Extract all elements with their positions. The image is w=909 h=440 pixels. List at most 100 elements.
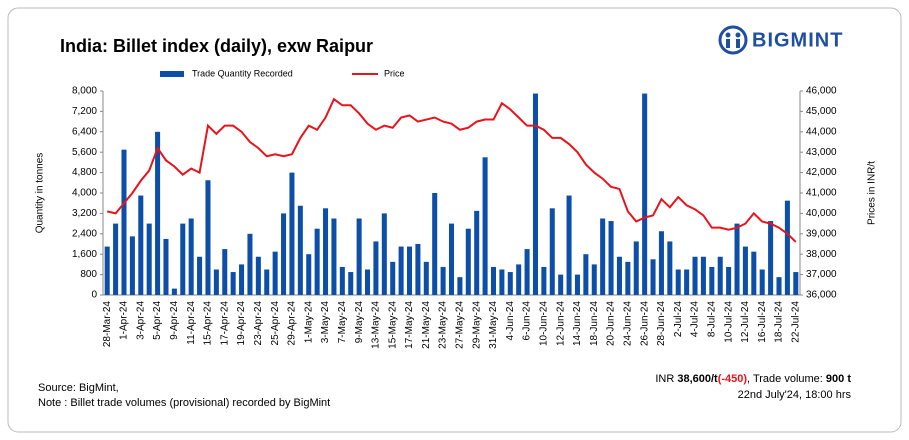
y2-tick-label: 36,000: [806, 290, 837, 301]
x-tick-label: 15-May-24: [387, 301, 398, 349]
bar: [457, 277, 463, 295]
bar: [776, 277, 782, 295]
y2-tick-label: 44,000: [806, 126, 837, 137]
x-tick-label: 20-Jun-24: [606, 301, 617, 346]
volume: 900 t: [825, 373, 851, 385]
bar: [541, 266, 547, 295]
bar: [314, 228, 320, 295]
x-tick-label: 18-Jun-24: [589, 301, 600, 346]
bar: [390, 261, 396, 295]
bar: [339, 266, 345, 295]
bar: [264, 269, 270, 295]
bar: [482, 157, 488, 295]
bar: [163, 238, 169, 295]
bar: [600, 218, 606, 295]
x-tick-label: 31-May-24: [488, 301, 499, 349]
bar: [155, 131, 161, 295]
bar: [213, 269, 219, 295]
y2-tick-label: 43,000: [806, 147, 837, 158]
x-tick-label: 3-Apr-24: [135, 301, 146, 340]
x-tick-label: 9-May-24: [354, 301, 365, 344]
y2-tick-label: 40,000: [806, 208, 837, 219]
y-tick-label: 4,000: [72, 188, 97, 199]
price: 38,600/t: [677, 373, 718, 385]
legend-label: Trade Quantity Recorded: [192, 68, 293, 78]
y2-tick-label: 46,000: [806, 86, 837, 97]
bar: [574, 274, 580, 295]
x-tick-label: 27-May-24: [455, 301, 466, 349]
bar: [759, 269, 765, 295]
x-tick-label: 26-Jun-24: [639, 301, 650, 346]
y-tick-label: 4,800: [72, 167, 97, 178]
bar: [549, 208, 555, 295]
bar: [113, 223, 119, 295]
x-tick-label: 1-Apr-24: [119, 301, 130, 340]
bar: [398, 246, 404, 295]
x-tick-label: 28-Mar-24: [102, 301, 113, 348]
y2-tick-label: 38,000: [806, 249, 837, 260]
x-tick-label: 18-Jul-24: [774, 301, 785, 343]
logo-text: BIGMINT: [752, 29, 843, 51]
x-tick-label: 10-Jun-24: [539, 301, 550, 346]
change: (-450): [717, 373, 748, 385]
x-tick-label: 11-Apr-24: [186, 301, 197, 345]
bar: [448, 223, 455, 295]
volume-text: , Trade volume:: [747, 373, 826, 385]
y2-tick-label: 37,000: [806, 269, 837, 280]
bar: [726, 266, 732, 295]
y-tick-label: 2,400: [72, 228, 97, 239]
summary: INR 38,600/t(-450), Trade volume: 900 t: [655, 373, 851, 385]
bar: [171, 288, 177, 295]
y2-axis-title: Prices in INR/t: [867, 161, 878, 225]
bar: [373, 241, 379, 295]
x-tick-label: 17-May-24: [404, 301, 415, 349]
bar: [180, 223, 186, 295]
x-tick-label: 21-May-24: [421, 301, 432, 349]
y-axis-title: Quantity in tonnes: [35, 153, 46, 234]
y-tick-label: 800: [80, 269, 97, 280]
x-tick-label: 12-Jun-24: [555, 301, 566, 346]
y2-tick-label: 39,000: [806, 228, 837, 239]
x-tick-label: 25-Apr-24: [270, 301, 281, 346]
bar: [507, 272, 513, 295]
bar: [281, 213, 287, 295]
bar: [650, 259, 656, 295]
x-tick-label: 8-Jul-24: [706, 301, 717, 338]
bar: [751, 251, 757, 295]
x-tick-label: 29-May-24: [471, 301, 482, 349]
currency: INR: [655, 373, 678, 385]
bar: [591, 264, 597, 295]
frame: [7, 7, 902, 433]
x-tick-label: 4-Jul-24: [690, 301, 701, 338]
bar: [692, 256, 698, 295]
x-tick-label: 2-Jul-24: [673, 301, 684, 338]
bar: [222, 249, 228, 295]
bar: [532, 93, 538, 295]
x-tick-label: 4-Jun-24: [505, 301, 516, 341]
x-tick-label: 17-Apr-24: [219, 301, 230, 346]
source: Source: BigMint,: [38, 382, 119, 394]
bar: [348, 272, 354, 295]
x-tick-label: 29-Apr-24: [287, 301, 298, 346]
x-tick-label: 9-Apr-24: [169, 301, 180, 340]
y2-tick-label: 45,000: [806, 106, 837, 117]
x-tick-label: 7-May-24: [337, 301, 348, 344]
y-tick-label: 0: [91, 290, 97, 301]
bar: [516, 264, 522, 295]
bar: [709, 266, 715, 295]
bar: [440, 266, 446, 295]
x-tick-label: 6-Jun-24: [522, 301, 533, 341]
bar: [323, 208, 329, 295]
bar: [734, 223, 740, 295]
x-tick-label: 19-Apr-24: [236, 301, 247, 346]
bar: [138, 195, 144, 295]
y2-tick-label: 41,000: [806, 188, 837, 199]
y-tick-label: 5,600: [72, 147, 97, 158]
bar: [633, 241, 639, 295]
bar: [793, 272, 799, 295]
bar: [499, 269, 505, 295]
bar: [432, 193, 438, 295]
bar: [239, 264, 245, 295]
bar: [684, 269, 690, 295]
